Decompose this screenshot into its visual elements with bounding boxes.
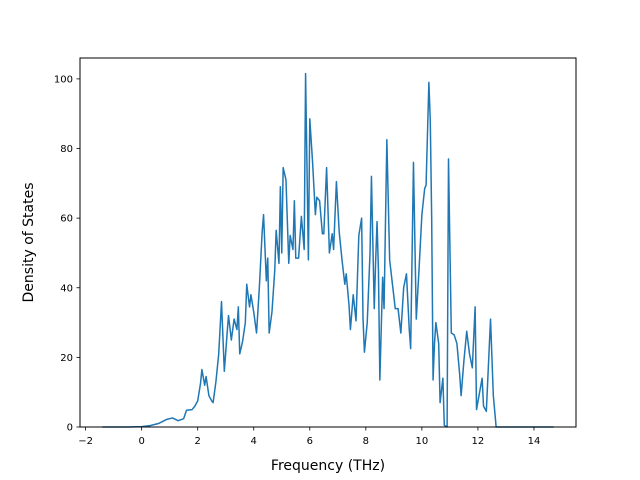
y-tick-label: 20 <box>60 353 73 364</box>
y-tick-label: 60 <box>60 214 73 225</box>
x-tick-label: −2 <box>78 436 93 447</box>
y-tick-label: 40 <box>60 283 73 294</box>
x-tick-label: 12 <box>472 436 485 447</box>
x-axis: −2 0 2 4 6 8 10 12 14 <box>78 427 540 447</box>
x-tick-label: 0 <box>138 436 144 447</box>
x-tick-label: 10 <box>416 436 429 447</box>
x-axis-label: Frequency (THz) <box>271 458 385 474</box>
x-tick-label: 8 <box>363 436 369 447</box>
y-tick-label: 100 <box>54 74 73 85</box>
y-axis: 0 20 40 60 80 100 <box>54 74 80 434</box>
dos-series-line <box>102 72 554 428</box>
plot-area <box>102 72 554 428</box>
y-tick-label: 80 <box>60 144 73 155</box>
axes-frame <box>79 57 577 428</box>
x-tick-label: 14 <box>528 436 541 447</box>
x-tick-label: 6 <box>307 436 313 447</box>
y-axis-label: Density of States <box>21 183 37 303</box>
y-tick-label: 0 <box>67 423 73 434</box>
x-tick-label: 2 <box>195 436 201 447</box>
x-tick-label: 4 <box>251 436 257 447</box>
